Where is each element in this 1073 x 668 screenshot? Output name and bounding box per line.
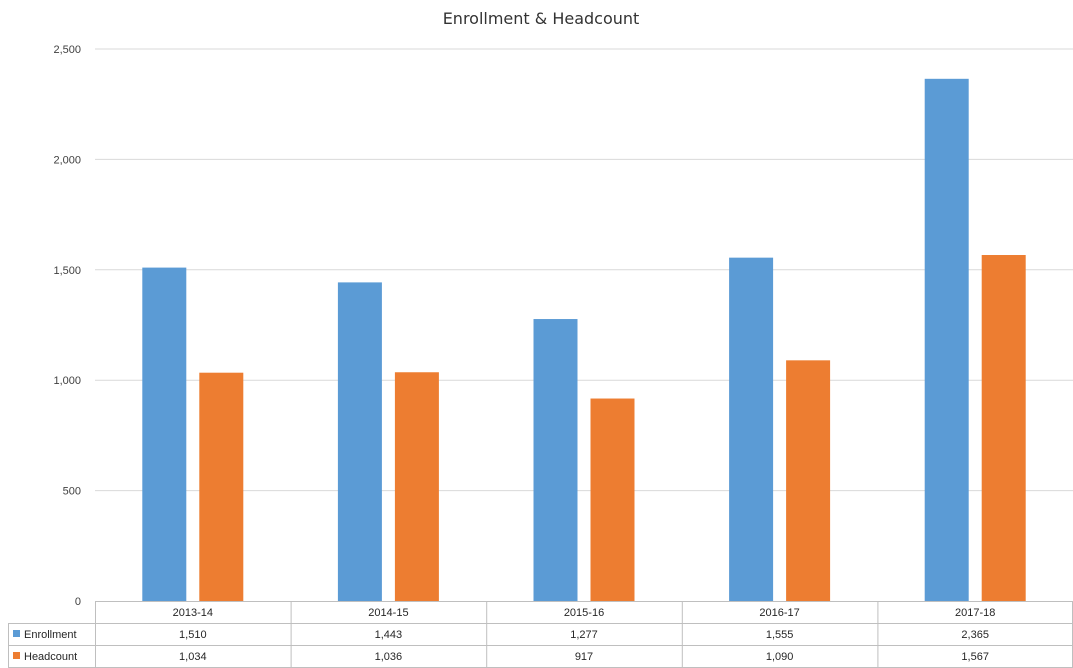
- x-tick-label: 2014-15: [368, 607, 408, 619]
- y-tick-label: 2,500: [53, 44, 81, 56]
- bar-headcount-2015-16: [590, 398, 635, 601]
- bar-enrollment-2017-18: [924, 78, 969, 602]
- y-axis-ticks: 0 500 1,000 1,500 2,000 2,500: [53, 44, 81, 608]
- bar-enrollment-2015-16: [533, 319, 578, 601]
- gridlines: [95, 48, 1073, 492]
- bar-enrollment-2013-14: [142, 267, 187, 601]
- legend-swatch-headcount: [13, 652, 20, 659]
- y-tick-label: 2,000: [53, 154, 81, 166]
- y-tick-label: 1,500: [53, 265, 81, 277]
- y-tick-label: 500: [63, 486, 81, 498]
- x-tick-label: 2016-17: [759, 607, 799, 619]
- legend-swatch-enrollment: [13, 630, 20, 637]
- bar-headcount-2017-18: [981, 255, 1026, 601]
- bar-headcount-2013-14: [199, 372, 244, 601]
- y-tick-label: 0: [75, 596, 81, 608]
- data-label-headcount: 1,036: [375, 651, 403, 663]
- x-tick-label: 2013-14: [173, 607, 213, 619]
- x-tick-label: 2017-18: [955, 607, 995, 619]
- data-label-enrollment: 1,555: [766, 629, 794, 641]
- legend-label-enrollment: Enrollment: [24, 629, 77, 641]
- data-label-enrollment: 2,365: [961, 629, 989, 641]
- bar-enrollment-2014-15: [337, 282, 382, 601]
- legend-label-headcount: Headcount: [24, 651, 77, 663]
- bar-headcount-2016-17: [786, 360, 831, 601]
- data-label-headcount: 1,090: [766, 651, 794, 663]
- bars: [142, 78, 1026, 602]
- data-label-enrollment: 1,510: [179, 629, 207, 641]
- x-tick-label: 2015-16: [564, 607, 604, 619]
- data-table: 2013-14 2014-15 2015-16 2016-17 2017-18 Enrol…: [8, 601, 1073, 668]
- data-label-headcount: 917: [575, 651, 593, 663]
- data-label-headcount: 1,567: [961, 651, 989, 663]
- data-label-enrollment: 1,443: [375, 629, 403, 641]
- y-tick-label: 1,000: [53, 375, 81, 387]
- data-label-headcount: 1,034: [179, 651, 207, 663]
- chart-title: Enrollment & Headcount: [443, 9, 640, 28]
- bar-enrollment-2016-17: [729, 257, 774, 601]
- data-label-enrollment: 1,277: [570, 629, 598, 641]
- bar-headcount-2014-15: [394, 372, 439, 601]
